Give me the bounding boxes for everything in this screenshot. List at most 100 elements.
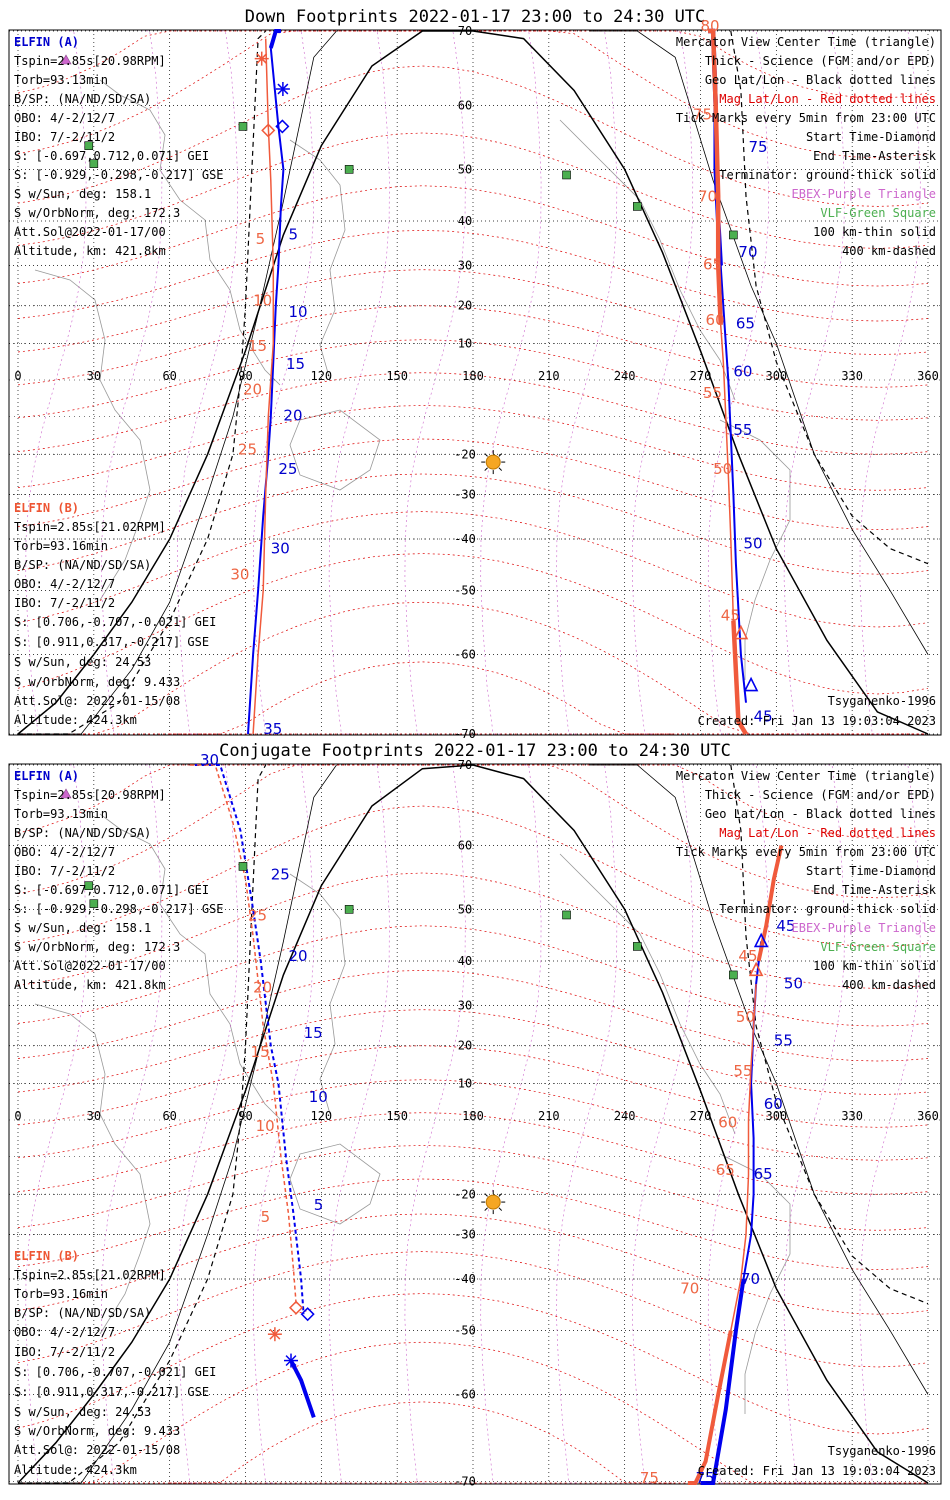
legend-entry: Terminator: ground-thick solid <box>719 168 936 182</box>
y-tick-label: -70 <box>454 727 476 741</box>
mag-meridian <box>404 30 466 735</box>
track-tick-label: 30 <box>271 540 290 558</box>
track-tick-label: 60 <box>718 1113 737 1131</box>
track-tick-label: 45 <box>754 707 773 725</box>
legend-entry: 100 km-thin solid <box>813 959 936 973</box>
track-tick-label: 20 <box>243 381 262 399</box>
vlf-site-square <box>562 170 571 180</box>
mag-parallel <box>17 372 929 455</box>
y-tick-label: -70 <box>454 1475 476 1489</box>
x-tick-label: 360 <box>917 1109 939 1123</box>
track-tick-label: 15 <box>248 337 267 355</box>
mag-parallel <box>17 1178 929 1270</box>
info-line: Att.Sol@: 2022-01-15/08 <box>14 694 180 708</box>
y-tick-label: -30 <box>454 487 476 501</box>
legend-entry: VLF-Green Square <box>820 206 936 220</box>
mag-parallel <box>17 438 929 530</box>
y-tick-label: -30 <box>454 1227 476 1241</box>
sun-ray <box>484 1193 488 1197</box>
sun-ray <box>498 1207 503 1211</box>
legend-entry: EBEX-Purple Triangle <box>792 921 937 935</box>
x-tick-label: 150 <box>386 369 408 383</box>
track-tick-label: 50 <box>736 1008 755 1026</box>
end-time-asterisk <box>277 83 289 95</box>
info-line: S w/Sun, deg: 24.53 <box>14 1405 151 1419</box>
vlf-site-square <box>344 905 354 914</box>
track-tick-label: 10 <box>253 292 272 310</box>
mag-meridian <box>480 30 542 735</box>
track-tick-label: 55 <box>774 1032 793 1050</box>
x-tick-label: 120 <box>310 1109 332 1123</box>
mag-parallel <box>17 305 929 388</box>
mag-parallel <box>17 30 929 99</box>
legend-entry: End Time-Asterisk <box>813 149 937 163</box>
track-tick-label: 10 <box>256 1117 275 1135</box>
y-tick-label: 40 <box>458 214 472 228</box>
info-line: S: [-0.697,0.712,0.071] GEI <box>14 149 209 163</box>
terminators <box>17 764 929 1484</box>
track-tick-label: 60 <box>733 362 752 380</box>
legend-entry: Terminator: ground-thick solid <box>719 902 936 916</box>
track-tick-label: 45 <box>721 607 740 625</box>
vlf-site-square <box>633 942 642 951</box>
y-tick-label: -40 <box>454 1272 476 1286</box>
mag-parallel <box>17 805 929 947</box>
vlf-site-square <box>84 141 94 151</box>
track-tick-label: 15 <box>251 1043 270 1061</box>
track-tick-label: 65 <box>716 1161 735 1179</box>
footprint-track-a <box>194 764 305 1315</box>
terminator-400km <box>18 30 267 735</box>
mag-parallel <box>17 405 929 491</box>
sun-ray <box>484 1207 488 1211</box>
footprint-markers: 5 10 15 20 25 30 35 75 70 65 60 55 50 45 5 10 15 20 25 30 80… <box>60 17 773 738</box>
mag-parallel <box>17 1009 929 1095</box>
info-line: S w/Sun, deg: 158.1 <box>14 921 151 935</box>
ebex-triangle <box>60 788 72 799</box>
mag-parallel <box>17 339 929 421</box>
start-time-diamond <box>275 119 290 134</box>
info-line: IBO: 7/-2/11/2 <box>14 1345 115 1359</box>
start-time-diamond <box>288 1300 304 1315</box>
info-probe-a: ELFIN (A) Tspin=2.85s[20.98RPM] Torb=93.… <box>14 769 224 992</box>
terminator-100km <box>18 764 337 1484</box>
mag-parallel <box>18 1401 928 1484</box>
y-tick-label: -60 <box>454 647 476 661</box>
info-line: Torb=93.13min <box>14 73 108 87</box>
track-tick-label: 70 <box>738 243 757 261</box>
mag-parallel <box>17 65 929 207</box>
mag-meridian <box>101 30 163 735</box>
vlf-site-square <box>633 202 642 211</box>
info-line: OBO: 4/-2/12/7 <box>14 1325 115 1339</box>
legend-entry: VLF-Green Square <box>820 940 936 954</box>
y-tick-label: -60 <box>454 1387 476 1401</box>
track-tick-label: 10 <box>288 303 307 321</box>
info-line: S w/Sun, deg: 158.1 <box>14 187 151 201</box>
track-tick-label: 35 <box>263 720 282 738</box>
legend-entry: Thick - Science (FGM and/or EPD) <box>705 788 936 802</box>
vlf-site-square <box>89 159 99 168</box>
vlf-site-square <box>729 970 738 980</box>
mag-parallel <box>17 970 929 1062</box>
track-tick-label: 10 <box>309 1088 328 1106</box>
mag-parallel <box>17 1293 929 1435</box>
x-tick-label: 210 <box>538 1109 560 1123</box>
x-tick-label: 180 <box>462 369 484 383</box>
map-frame <box>8 763 942 1485</box>
track-tick-label: 5 <box>288 225 298 243</box>
info-line: Tspin=2.85s[21.02RPM] <box>14 1268 166 1282</box>
mag-parallel <box>169 1481 676 1484</box>
terminator-100km <box>589 30 929 655</box>
track-tick-label: 70 <box>741 1270 760 1288</box>
track-tick-label: 50 <box>784 974 803 992</box>
x-tick-label: 0 <box>14 1109 21 1123</box>
info-line: IBO: 7/-2/11/2 <box>14 130 115 144</box>
info-line: S w/OrbNorm, deg: 172.3 <box>14 940 180 954</box>
track-tick-label: 75 <box>695 1469 714 1487</box>
x-tick-label: 270 <box>690 369 712 383</box>
mag-parallel <box>18 601 928 735</box>
y-tick-label: 10 <box>458 1076 472 1090</box>
info-line: OBO: 4/-2/12/7 <box>14 111 115 125</box>
terminator-400km <box>730 764 929 1305</box>
end-time-asterisk <box>269 1328 281 1340</box>
x-tick-label: 360 <box>917 369 939 383</box>
